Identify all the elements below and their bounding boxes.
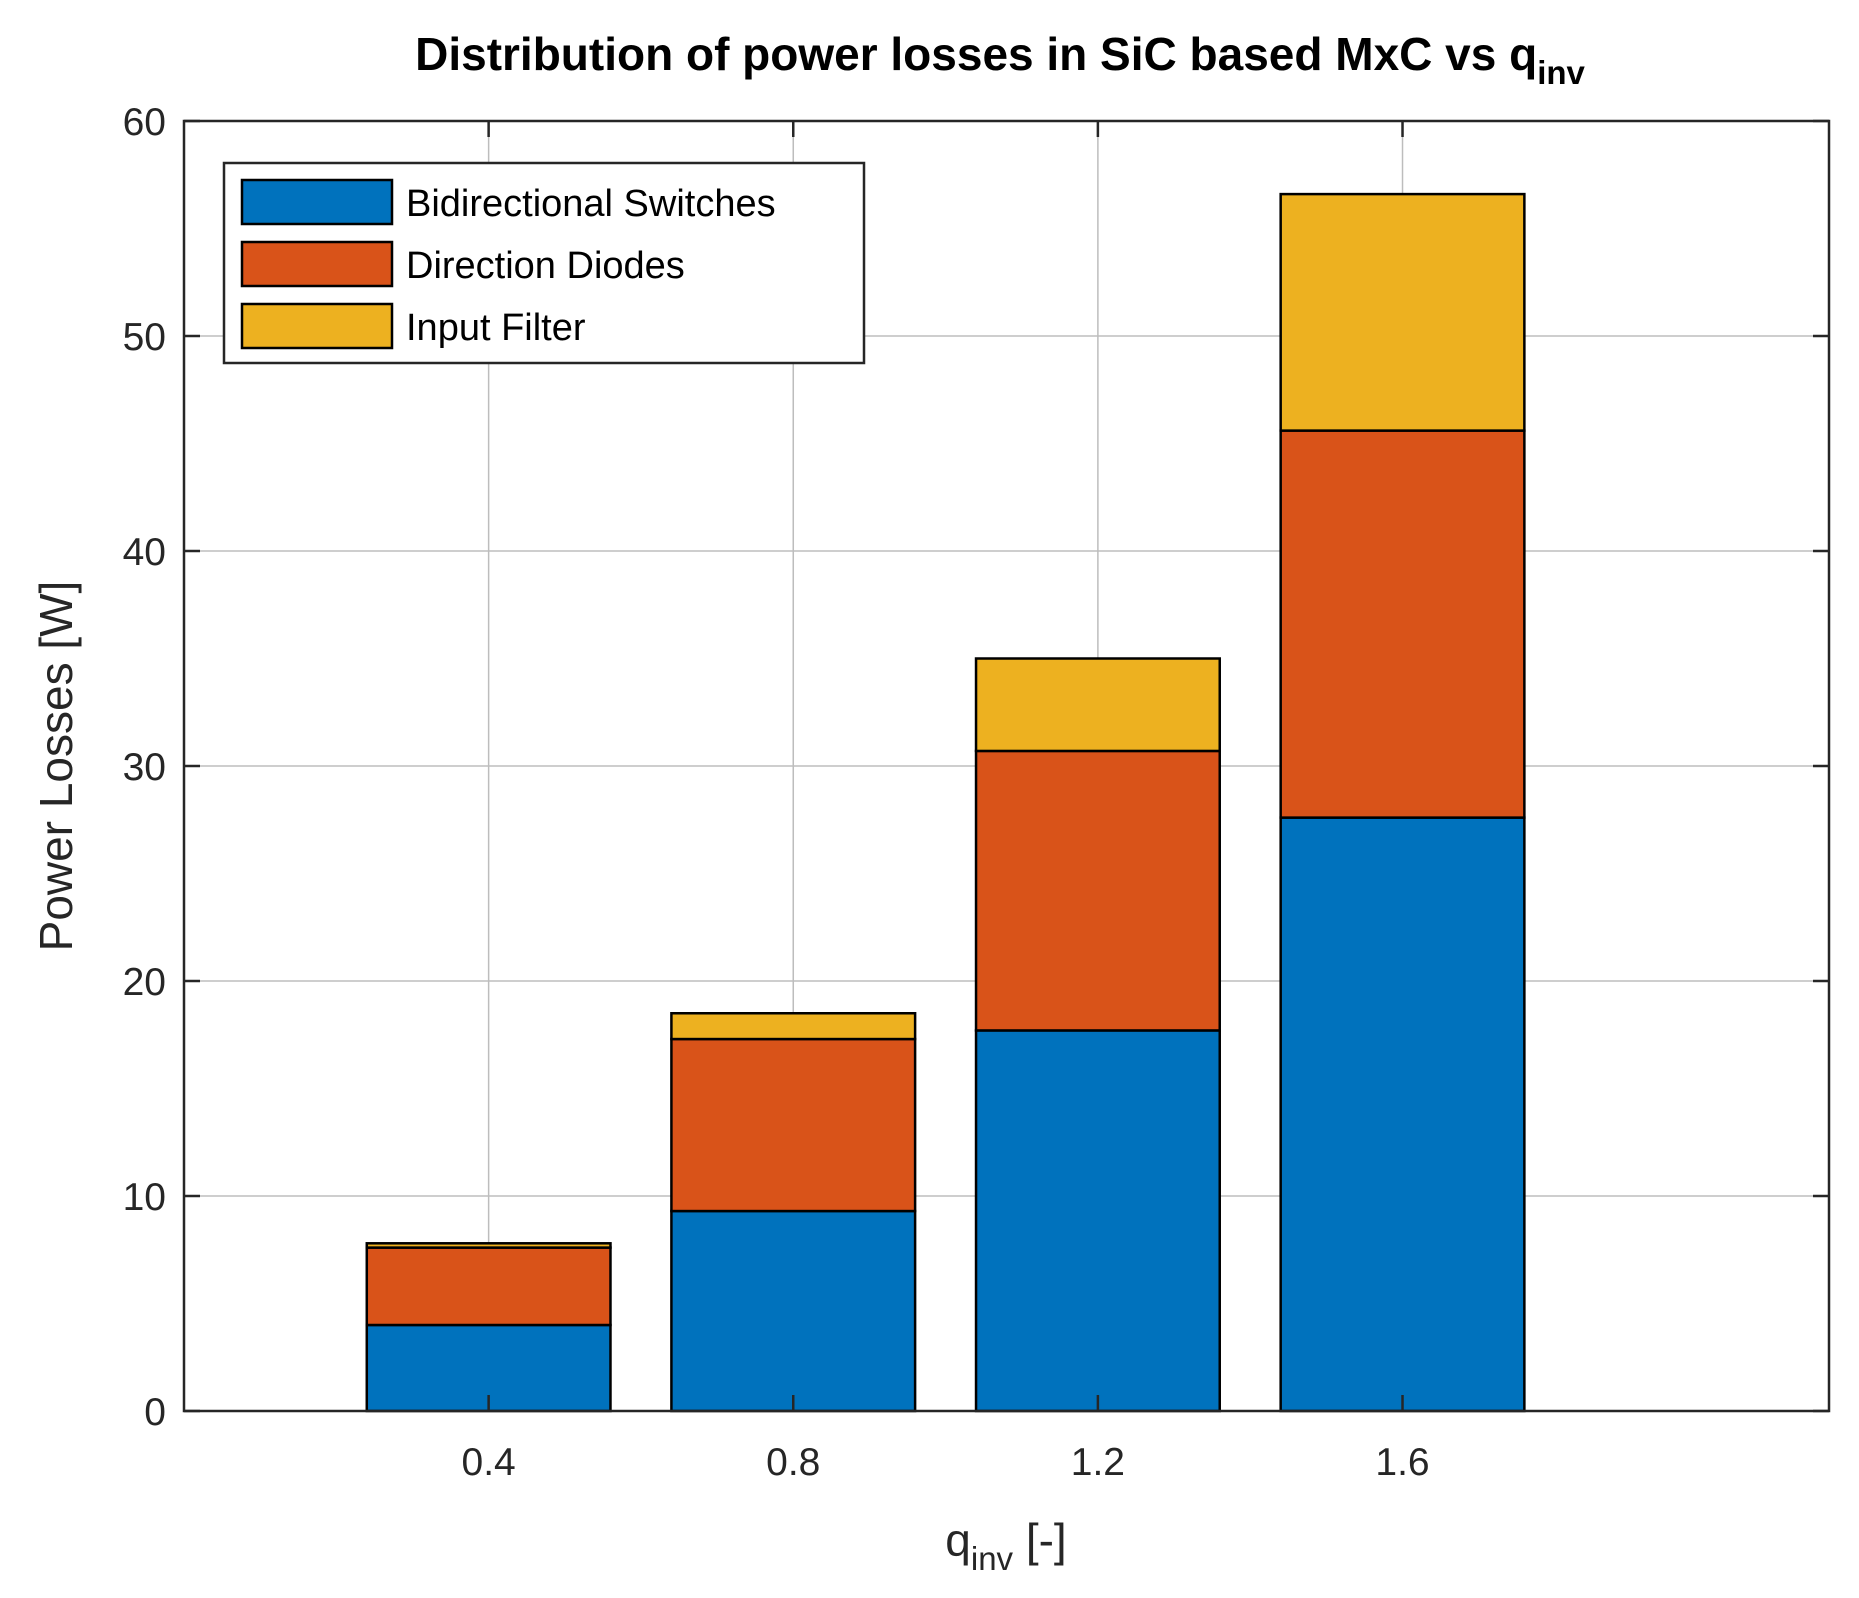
y-tick-label: 50 [123, 316, 166, 359]
bar-segment [365, 1246, 612, 1327]
chart-title-subscript: inv [1537, 54, 1585, 91]
legend-swatch [240, 240, 394, 288]
x-axis-label-suffix: [-] [1013, 1514, 1067, 1566]
y-tick-label: 0 [144, 1391, 166, 1434]
y-tick-label: 10 [123, 1176, 166, 1219]
legend-items: Bidirectional Switches Direction Diodes In… [240, 178, 776, 350]
y-tick-label: 20 [123, 961, 166, 1004]
legend-swatch [240, 302, 394, 350]
legend-label: Bidirectional Switches [406, 183, 776, 225]
bar-segment [974, 749, 1221, 1032]
y-tick-label: 40 [123, 531, 166, 574]
bar-segment [1279, 429, 1526, 819]
x-axis-label: qinv [-] [945, 1514, 1066, 1577]
x-tick-label: 1.6 [1375, 1441, 1429, 1484]
legend-swatch [240, 178, 394, 226]
bar-segment [1279, 192, 1526, 432]
legend-label: Input Filter [406, 307, 586, 349]
chart-title: Distribution of power losses in SiC base… [415, 28, 1585, 91]
ticks-layer: 0 10 20 30 40 50 60 0.4 0.8 1.2 1.6 [123, 101, 1829, 1484]
x-tick-label: 1.2 [1071, 1441, 1125, 1484]
bar-segment [974, 657, 1221, 753]
legend-label: Direction Diodes [406, 245, 685, 287]
x-axis-label-main: q [945, 1514, 971, 1566]
chart-title-main: Distribution of power losses in SiC base… [415, 28, 1537, 80]
bar-segment [670, 1037, 917, 1213]
bar-segment [670, 1209, 917, 1413]
bar-segment [974, 1029, 1221, 1413]
y-tick-label: 60 [123, 101, 166, 144]
y-axis-label: Power Losses [W] [30, 581, 82, 952]
legend: Bidirectional Switches Direction Diodes In… [222, 161, 866, 365]
x-tick-label: 0.8 [766, 1441, 820, 1484]
x-axis-label-subscript: inv [971, 1540, 1014, 1577]
y-tick-label: 30 [123, 746, 166, 789]
bar-segment [670, 1012, 917, 1041]
bar-segment [1279, 816, 1526, 1413]
x-tick-label: 0.4 [462, 1441, 516, 1484]
bar-segment [365, 1242, 612, 1249]
